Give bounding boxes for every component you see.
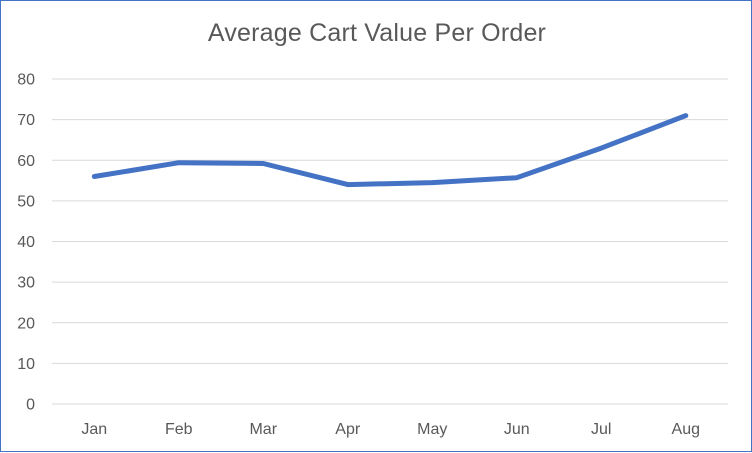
y-tick-label: 60 (17, 153, 35, 170)
y-tick-label: 30 (17, 275, 35, 292)
y-tick-label: 40 (17, 234, 35, 251)
series-layer (91, 113, 689, 188)
gridlines (52, 78, 728, 405)
y-axis-tick-labels: 0 10 20 30 40 50 60 70 80 (17, 72, 35, 414)
series-line-0 (91, 113, 689, 188)
y-tick-label: 80 (17, 72, 35, 89)
data-point (345, 182, 350, 187)
y-tick-label: 20 (17, 315, 35, 332)
y-tick-label: 10 (17, 356, 35, 373)
y-tick-label: 50 (17, 193, 35, 210)
x-tick-label: Feb (165, 421, 193, 438)
x-tick-label: Aug (672, 421, 700, 438)
x-tick-label: Apr (335, 421, 361, 438)
data-point (514, 175, 519, 180)
x-tick-label: May (417, 421, 447, 438)
data-point (176, 160, 181, 165)
x-tick-label: Jul (591, 421, 611, 438)
data-point (599, 146, 604, 151)
x-tick-label: Jan (81, 421, 107, 438)
x-axis-tick-labels: Jan Feb Mar Apr May Jun Jul Aug (81, 421, 700, 438)
chart-title: Average Cart Value Per Order (207, 19, 547, 47)
data-point (92, 174, 97, 179)
x-tick-label: Mar (249, 421, 277, 438)
x-tick-label: Jun (504, 421, 530, 438)
data-point (261, 161, 266, 166)
y-tick-label: 0 (26, 397, 35, 414)
data-point (430, 180, 435, 185)
data-point (683, 113, 688, 118)
y-tick-label: 70 (17, 112, 35, 129)
